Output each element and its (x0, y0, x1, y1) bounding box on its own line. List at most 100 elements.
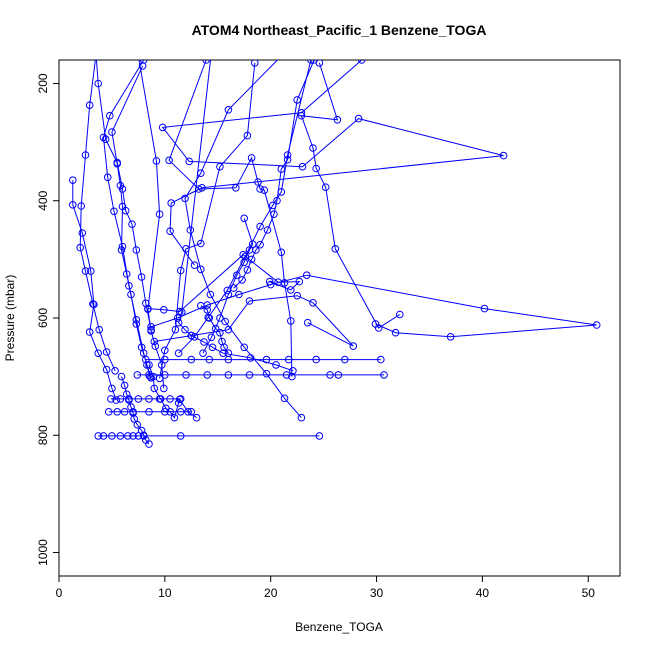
data-point (391, 328, 400, 337)
x-tick-label: 50 (582, 586, 596, 600)
profile-series (94, 432, 324, 440)
x-tick-label: 0 (56, 586, 63, 600)
data-point (185, 157, 193, 166)
data-point (341, 355, 349, 364)
data-point (302, 271, 311, 280)
data-point (219, 349, 227, 358)
data-point (256, 240, 264, 249)
data-point (239, 250, 247, 259)
data-point (270, 210, 278, 218)
profile-series (155, 60, 259, 383)
data-point (190, 261, 199, 270)
data-point (69, 176, 77, 184)
data-point (152, 157, 161, 165)
data-point (207, 333, 216, 342)
profile-line (111, 65, 152, 378)
data-point (174, 318, 183, 327)
data-point (158, 123, 167, 132)
data-point (377, 355, 385, 364)
data-point (224, 325, 233, 334)
data-point (155, 210, 164, 218)
data-point (124, 432, 132, 440)
data-point (295, 277, 304, 286)
data-point (246, 354, 255, 362)
data-point (160, 306, 168, 314)
data-point (298, 162, 307, 171)
data-point (272, 361, 280, 369)
data-point (216, 162, 224, 171)
profile-series (150, 291, 358, 350)
profile-line (102, 60, 151, 377)
data-point (137, 273, 146, 281)
data-point (81, 267, 90, 275)
data-point (357, 60, 366, 64)
data-point (101, 135, 110, 143)
data-point (287, 317, 295, 325)
y-axis-label: Pressure (mbar) (3, 275, 17, 362)
profile-series (229, 60, 318, 292)
data-point (205, 355, 214, 364)
plot-frame (58, 59, 621, 577)
data-point (174, 399, 183, 407)
data-point (220, 343, 228, 352)
data-point (480, 304, 489, 313)
profile-series (199, 214, 257, 358)
data-point (99, 133, 108, 142)
data-point (297, 413, 306, 422)
data-point (326, 371, 334, 379)
x-tick-label: 20 (264, 586, 278, 600)
data-point (197, 239, 205, 248)
profile-line (147, 254, 301, 313)
data-point (94, 349, 102, 358)
data-point (103, 173, 112, 182)
data-point (116, 395, 125, 403)
data-point (166, 395, 174, 403)
profile-series (94, 60, 155, 334)
x-tick-label: 10 (158, 586, 172, 600)
data-point (138, 62, 147, 70)
data-point (256, 185, 264, 193)
data-point (161, 346, 169, 355)
data-point (297, 109, 306, 117)
data-point (266, 280, 275, 289)
data-point (110, 207, 118, 216)
data-point (198, 184, 206, 192)
profile-line (300, 62, 401, 329)
data-point (147, 327, 155, 335)
y-tick-label: 400 (36, 190, 50, 210)
data-point (303, 318, 312, 327)
data-point (208, 343, 217, 352)
data-point (121, 206, 130, 215)
data-point (192, 413, 201, 422)
data-point (181, 325, 189, 334)
data-point (156, 395, 165, 403)
data-point (118, 185, 127, 193)
data-point (288, 372, 296, 381)
data-point (262, 369, 271, 378)
profile-series (117, 372, 153, 448)
profile-series (144, 250, 304, 316)
data-point (187, 331, 196, 340)
data-point (176, 432, 185, 440)
data-point (102, 348, 111, 356)
data-point (113, 408, 121, 416)
data-point (216, 314, 224, 322)
profile-line (233, 60, 315, 289)
data-point (256, 222, 264, 231)
profile-series (147, 271, 601, 341)
data-point (233, 271, 241, 280)
data-point (205, 314, 214, 322)
data-point (197, 301, 205, 310)
data-point (143, 361, 151, 369)
profile-series (174, 60, 315, 358)
profile-series (133, 371, 388, 379)
data-point (240, 214, 248, 223)
data-point (78, 229, 87, 237)
data-point (128, 220, 136, 228)
data-point (184, 408, 192, 416)
data-point (137, 426, 146, 435)
data-point (349, 342, 358, 350)
data-point (149, 372, 157, 381)
data-point (151, 342, 160, 350)
data-point (293, 291, 302, 300)
